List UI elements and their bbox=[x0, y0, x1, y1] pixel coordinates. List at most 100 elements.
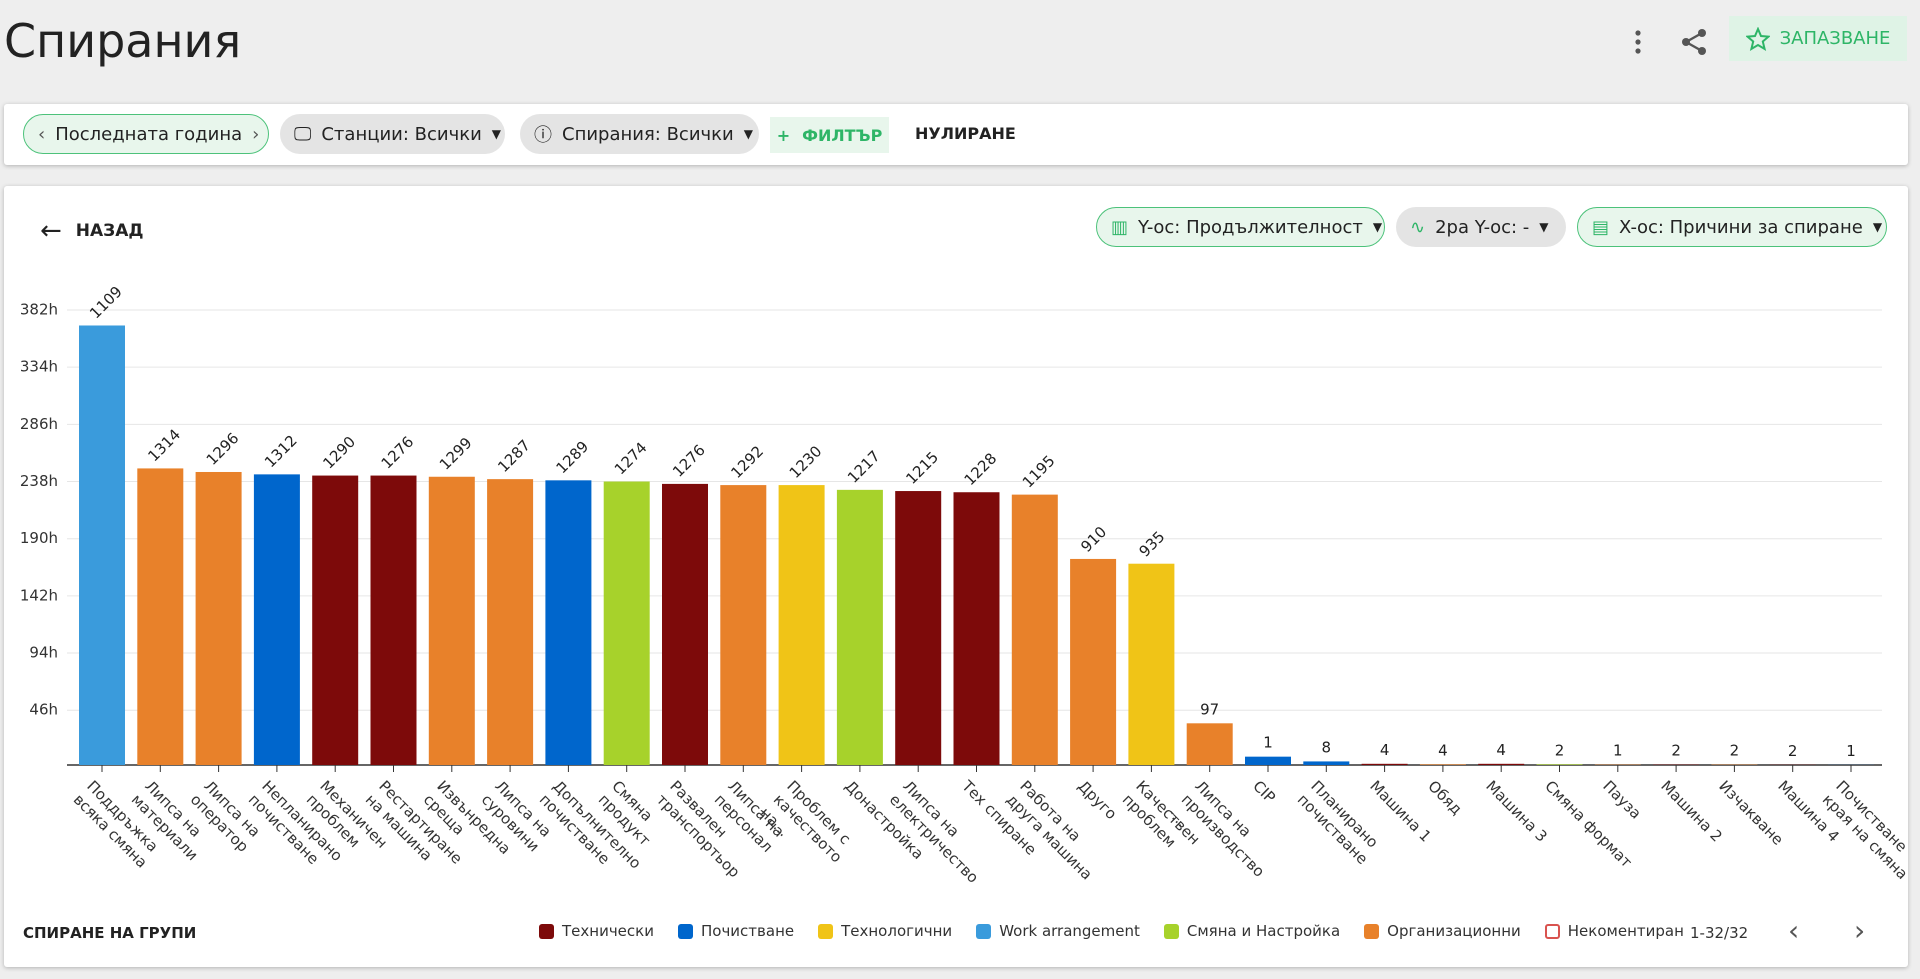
legend-label: Технически bbox=[562, 922, 654, 940]
y-axis-chip[interactable]: ▥ Y-ос: Продължителност ▼ bbox=[1096, 207, 1385, 247]
legend-item: Почистване bbox=[677, 922, 795, 940]
bar bbox=[370, 475, 417, 765]
x-axis-chip[interactable]: ▤ X-ос: Причини за спиране ▼ bbox=[1577, 207, 1887, 247]
bar bbox=[778, 485, 825, 765]
count-label: 1 bbox=[1263, 734, 1273, 752]
bar bbox=[137, 468, 184, 765]
page-title: Спирания bbox=[4, 14, 242, 68]
count-label: 910 bbox=[1077, 523, 1110, 556]
legend-label: Технологични bbox=[841, 922, 953, 940]
legend-swatch bbox=[1163, 923, 1179, 939]
bar bbox=[662, 483, 708, 765]
legend-item: Смяна и Настройка bbox=[1163, 922, 1340, 940]
reset-button[interactable]: НУЛИРАНЕ bbox=[915, 124, 1016, 143]
legend-label: Некоментиран bbox=[1567, 922, 1684, 940]
bar bbox=[603, 481, 650, 765]
legend-swatch bbox=[677, 923, 693, 939]
bar bbox=[1361, 763, 1408, 765]
count-label: 1276 bbox=[669, 441, 709, 481]
bar bbox=[1128, 563, 1175, 765]
y-axis-label: Y-ос: Продължителност bbox=[1138, 216, 1363, 238]
legend-item: Технологични bbox=[818, 922, 952, 940]
bar bbox=[79, 325, 125, 765]
x-axis-label: X-ос: Причини за спиране bbox=[1619, 216, 1863, 238]
bar bbox=[1536, 764, 1583, 765]
bar bbox=[836, 489, 883, 765]
period-label: Последната година bbox=[55, 123, 243, 145]
count-label: 4 bbox=[1438, 741, 1448, 759]
add-filter-button[interactable]: + ФИЛТЪР bbox=[770, 117, 889, 153]
legend-item: Организационни bbox=[1364, 922, 1521, 940]
legend-item: Work arrangement bbox=[976, 922, 1140, 940]
count-label: 97 bbox=[1200, 700, 1219, 718]
count-label: 4 bbox=[1380, 741, 1390, 759]
back-button[interactable]: ← НАЗАД bbox=[40, 216, 144, 246]
count-label: 1276 bbox=[378, 433, 418, 473]
next-page[interactable]: › bbox=[1854, 914, 1866, 947]
count-label: 1287 bbox=[494, 436, 534, 476]
y-tick-label: 142h bbox=[20, 586, 58, 604]
y2-axis-chip[interactable]: ∿ 2ра Y-ос: - ▼ bbox=[1396, 207, 1566, 247]
count-label: 1292 bbox=[727, 442, 767, 482]
more-icon[interactable] bbox=[1626, 28, 1650, 56]
count-label: 2 bbox=[1788, 742, 1798, 760]
count-label: 1296 bbox=[203, 429, 243, 469]
bar bbox=[312, 475, 359, 765]
count-label: 1289 bbox=[553, 437, 593, 477]
bar bbox=[195, 471, 242, 765]
share-icon[interactable] bbox=[1680, 28, 1708, 56]
y-tick-label: 382h bbox=[20, 301, 58, 319]
bar bbox=[895, 491, 942, 765]
pagination-range: 1-32/32 bbox=[1690, 924, 1749, 942]
bar bbox=[253, 474, 300, 765]
save-label: ЗАПАЗВАНЕ bbox=[1779, 28, 1891, 49]
bar bbox=[1011, 494, 1058, 765]
star-icon bbox=[1745, 26, 1770, 51]
y-tick-label: 46h bbox=[29, 701, 58, 719]
legend-swatch bbox=[1364, 923, 1380, 939]
count-label: 935 bbox=[1136, 528, 1169, 561]
count-label: 1274 bbox=[611, 439, 651, 479]
bar bbox=[545, 480, 592, 765]
count-label: 1217 bbox=[844, 447, 884, 487]
legend-item: Технически bbox=[539, 922, 654, 940]
legend-item: Некоментиран bbox=[1544, 922, 1684, 940]
y-tick-label: 334h bbox=[20, 358, 58, 376]
stations-label: Станции: Всички bbox=[321, 123, 482, 145]
bar bbox=[953, 492, 1000, 765]
count-label: 1195 bbox=[1019, 452, 1059, 492]
legend-label: Почистване bbox=[700, 922, 795, 940]
count-label: 1109 bbox=[86, 283, 126, 323]
add-filter-label: ФИЛТЪР bbox=[802, 125, 883, 145]
prev-page[interactable]: ‹ bbox=[1788, 914, 1800, 947]
count-label: 1290 bbox=[319, 433, 359, 473]
period-chip[interactable]: ‹ Последната година › bbox=[23, 114, 269, 154]
count-label: 1 bbox=[1846, 742, 1856, 760]
legend-label: Work arrangement bbox=[999, 922, 1140, 940]
legend-swatch bbox=[539, 923, 554, 939]
count-label: 1312 bbox=[261, 431, 301, 471]
bar bbox=[1070, 558, 1117, 765]
count-label: 1314 bbox=[144, 426, 184, 466]
save-button[interactable]: ЗАПАЗВАНЕ bbox=[1729, 16, 1907, 61]
y-tick-label: 286h bbox=[20, 415, 58, 433]
bar bbox=[1478, 763, 1525, 765]
bar bbox=[487, 479, 534, 765]
bar bbox=[1419, 764, 1466, 765]
stations-chip[interactable]: 🖵 Станции: Всички ▼ bbox=[280, 114, 505, 154]
bar bbox=[1245, 756, 1291, 765]
stops-chip[interactable]: ⓘ Спирания: Всички ▼ bbox=[520, 114, 759, 154]
y-tick-label: 238h bbox=[20, 472, 58, 490]
legend: Технически Почистване Технологични Work arr… bbox=[539, 922, 1684, 940]
stops-label: Спирания: Всички bbox=[562, 123, 734, 145]
count-label: 1228 bbox=[961, 449, 1001, 489]
count-label: 1299 bbox=[436, 434, 476, 474]
y2-axis-label: 2ра Y-ос: - bbox=[1435, 216, 1530, 238]
legend-swatch bbox=[1544, 923, 1560, 939]
bar bbox=[1303, 761, 1350, 765]
count-label: 2 bbox=[1671, 742, 1681, 760]
count-label: 1230 bbox=[786, 442, 826, 482]
y-tick-label: 190h bbox=[20, 529, 58, 547]
count-label: 8 bbox=[1322, 738, 1332, 756]
